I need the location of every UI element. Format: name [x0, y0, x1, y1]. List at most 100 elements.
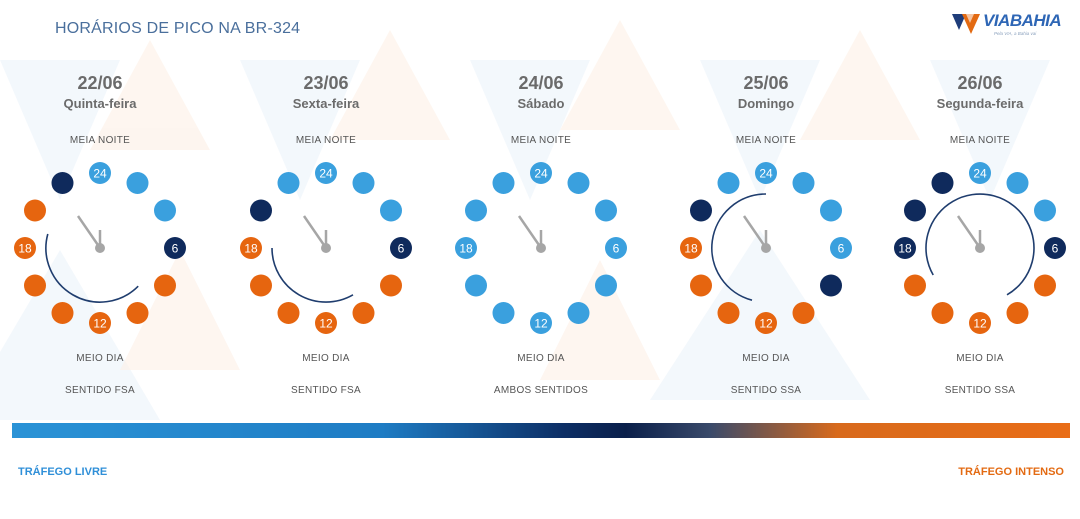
hour-label: 6: [398, 242, 405, 256]
hour-dot: [14, 237, 36, 259]
hour-label: 6: [613, 242, 620, 256]
peak-period-arc: [271, 247, 354, 303]
day-panel: 26/06 Segunda-feira MEIA NOITE MEIO DIA SENT…: [880, 70, 1080, 400]
hour-dot: [154, 199, 176, 222]
hour-dot: [315, 162, 337, 184]
day-panel: 24/06 Sábado MEIA NOITE MEIO DIA AMBOS SENTI…: [441, 70, 641, 400]
clock-center: [536, 243, 546, 253]
hour-label: 18: [684, 242, 698, 256]
logo-name: VIABAHIA: [983, 11, 1062, 30]
hour-dot: [680, 237, 702, 259]
hour-dot: [717, 172, 740, 194]
noon-label: MEIO DIA: [742, 353, 790, 364]
hour-dot: [820, 274, 842, 297]
traffic-clock: 24 6 12 18: [894, 162, 1066, 334]
clock-center: [321, 243, 331, 253]
hour-label: 24: [973, 167, 987, 181]
hour-dot: [969, 312, 991, 334]
clock-hand: [517, 215, 543, 249]
midnight-label: MEIA NOITE: [735, 135, 797, 146]
hour-dot: [595, 274, 617, 297]
hour-dot: [250, 274, 272, 297]
hour-dot: [931, 172, 954, 194]
day-panel: 23/06 Sexta-feira MEIA NOITE MEIO DIA SENTID…: [226, 70, 426, 400]
legend-free-traffic: TRÁFEGO LIVRE: [18, 466, 108, 478]
clock-hand: [76, 215, 102, 249]
hour-label: 24: [759, 167, 773, 181]
peak-period-arc: [925, 193, 1035, 296]
hour-dot: [1034, 199, 1056, 222]
hour-dot: [690, 199, 712, 222]
clock-center: [95, 243, 105, 253]
hour-dot: [690, 274, 712, 297]
hour-label: 6: [172, 242, 179, 256]
hour-dot: [792, 302, 815, 324]
hour-dot: [51, 172, 74, 194]
clock-hand: [956, 215, 982, 249]
hour-dot: [89, 162, 111, 184]
day-date: 23/06: [303, 73, 349, 93]
hour-dot: [969, 162, 991, 184]
hour-dot: [51, 302, 74, 324]
hour-dot: [250, 199, 272, 222]
day-date: 25/06: [743, 73, 789, 93]
hour-dot: [89, 312, 111, 334]
day-date: 22/06: [77, 73, 123, 93]
hour-dot: [530, 312, 552, 334]
hour-dot: [154, 274, 176, 297]
hour-dot: [894, 237, 916, 259]
hour-dot: [1006, 302, 1029, 324]
day-weekday: Sexta-feira: [292, 96, 360, 111]
clock-center: [975, 243, 985, 253]
noon-label: MEIO DIA: [956, 353, 1004, 364]
hour-dot: [567, 302, 590, 324]
hour-dot: [820, 199, 842, 222]
hour-dot: [492, 172, 515, 194]
day-weekday: Quinta-feira: [63, 96, 137, 111]
direction-label: SENTIDO FSA: [65, 385, 135, 396]
day-weekday: Sábado: [517, 96, 565, 111]
hour-dot: [126, 302, 149, 324]
hour-dot: [1044, 237, 1066, 259]
clock-hand: [302, 215, 328, 249]
hour-dot: [390, 237, 412, 259]
logo-tagline: Pela VIA, a Bahia vai: [994, 31, 1037, 36]
day-date: 24/06: [518, 73, 564, 93]
hour-label: 12: [759, 317, 773, 331]
hour-dot: [380, 274, 402, 297]
direction-label: AMBOS SENTIDOS: [493, 385, 589, 396]
hour-dot: [352, 302, 375, 324]
hour-dot: [352, 172, 375, 194]
hour-dot: [455, 237, 477, 259]
hour-dot: [315, 312, 337, 334]
hour-label: 18: [459, 242, 473, 256]
hour-label: 12: [534, 317, 548, 331]
hour-label: 6: [838, 242, 845, 256]
hour-dot: [24, 199, 46, 222]
page-title: HORÁRIOS DE PICO NA BR-324: [55, 20, 301, 37]
noon-label: MEIO DIA: [76, 353, 124, 364]
logo-mark-icon: [952, 14, 980, 34]
hour-dot: [605, 237, 627, 259]
clock-hand: [742, 215, 768, 249]
hour-label: 12: [973, 317, 987, 331]
traffic-clock: 24 6 12 18: [14, 162, 186, 334]
hour-dot: [830, 237, 852, 259]
hour-dot: [904, 274, 926, 297]
hour-dot: [931, 302, 954, 324]
traffic-clock: 24 6 12 18: [455, 162, 627, 334]
hour-label: 12: [93, 317, 107, 331]
hour-dot: [164, 237, 186, 259]
day-weekday: Domingo: [737, 96, 795, 111]
hour-dot: [755, 162, 777, 184]
hour-label: 18: [898, 242, 912, 256]
hour-dot: [277, 302, 300, 324]
hour-dot: [126, 172, 149, 194]
direction-label: SENTIDO SSA: [944, 385, 1016, 396]
noon-label: MEIO DIA: [517, 353, 565, 364]
hour-dot: [717, 302, 740, 324]
midnight-label: MEIA NOITE: [510, 135, 572, 146]
hour-label: 6: [1052, 242, 1059, 256]
peak-period-arc: [711, 193, 767, 301]
hour-dot: [1034, 274, 1056, 297]
